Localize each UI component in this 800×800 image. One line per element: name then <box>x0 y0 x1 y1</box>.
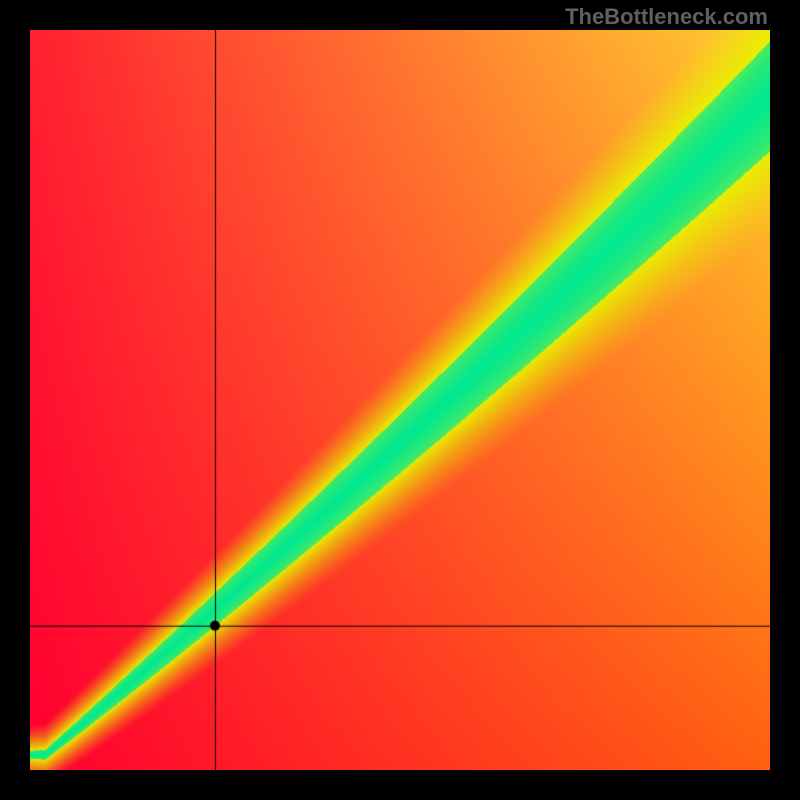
watermark-text: TheBottleneck.com <box>565 4 768 30</box>
chart-container: TheBottleneck.com <box>0 0 800 800</box>
heatmap-canvas <box>30 30 770 770</box>
